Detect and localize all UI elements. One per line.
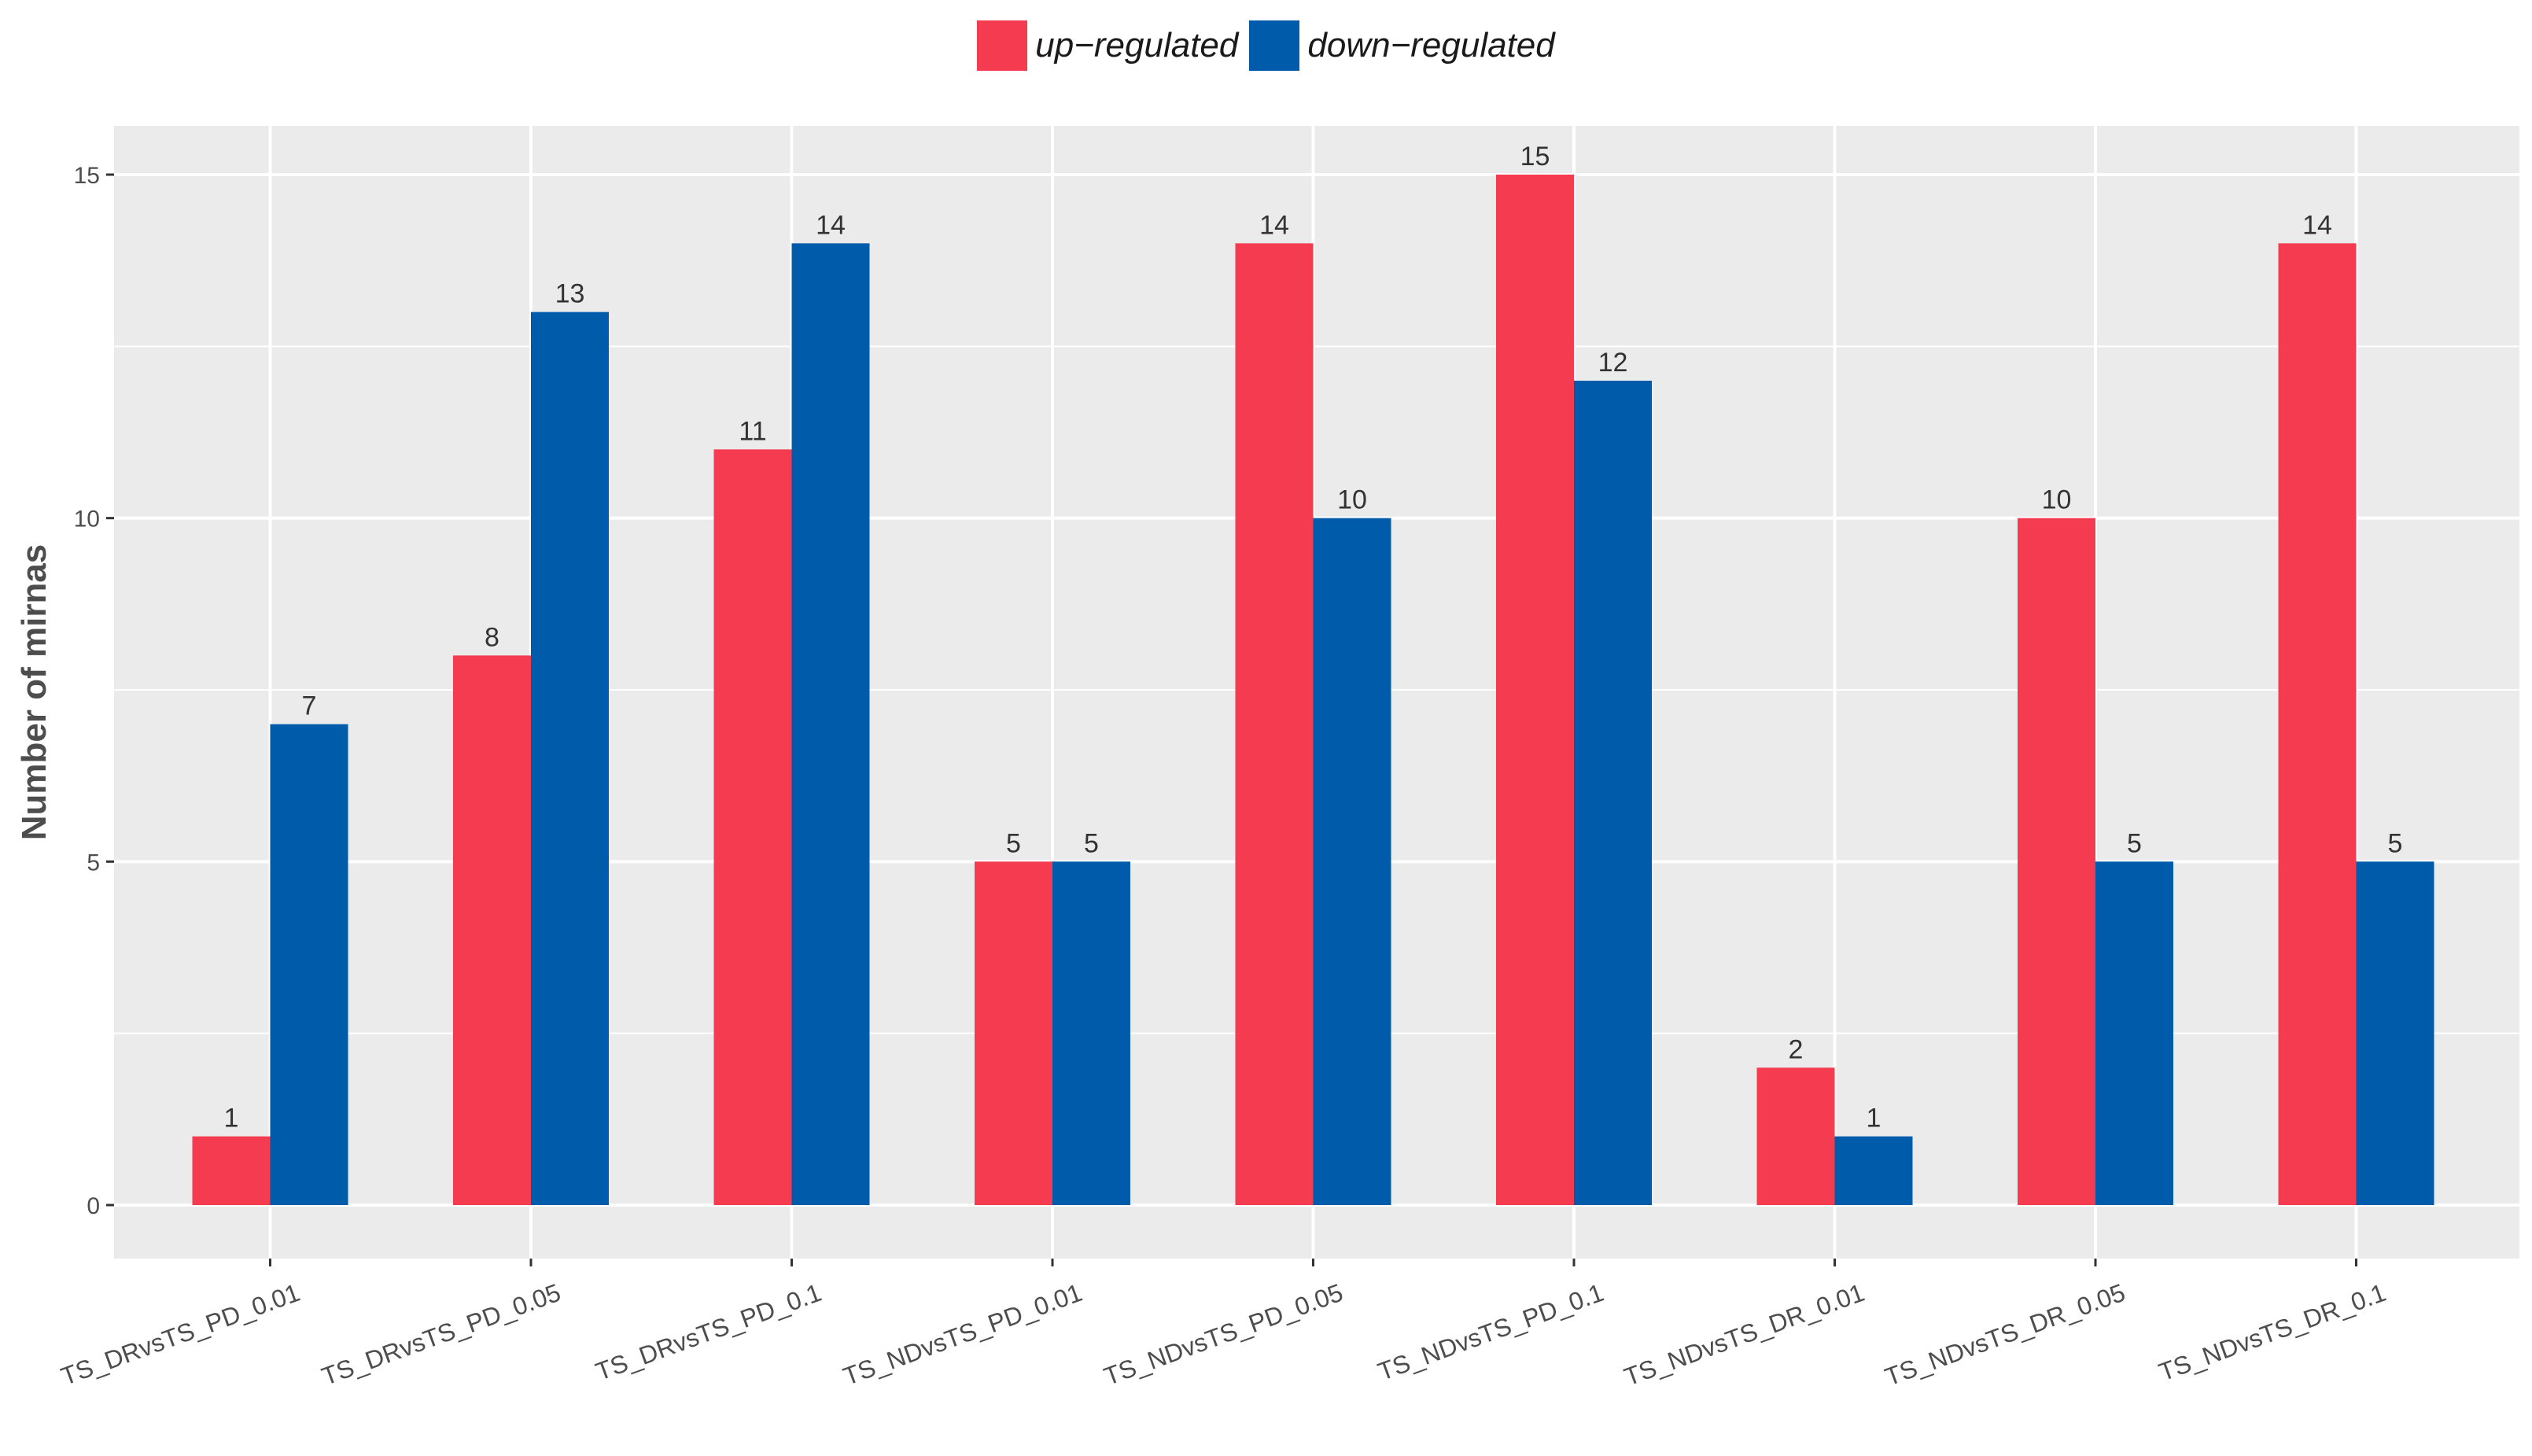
- bar-labels: 1 7 8 13 11 14 5 5 14 10 15 12 2 1 10 5 14 5: [224, 142, 2403, 1133]
- bar-label-down-regulated-ts-drvsts-pd-0-01: 7: [302, 691, 317, 721]
- x-tick-label-ts-ndvsts-pd-0-01: TS_NDvsTS_PD_0.01: [839, 1278, 1085, 1391]
- legend-label-down-regulated: down−regulated: [1307, 26, 1555, 65]
- bar-up-regulated-ts-drvsts-pd-0-01: [192, 1136, 271, 1205]
- x-axis: TS_DRvsTS_PD_0.01 TS_DRvsTS_PD_0.05 TS_DRv…: [57, 1259, 2390, 1391]
- x-tick-label-ts-ndvsts-dr-0-05: TS_NDvsTS_DR_0.05: [1881, 1278, 2129, 1391]
- bar-up-regulated-ts-ndvsts-dr-0-01: [1756, 1067, 1835, 1205]
- bar-label-down-regulated-ts-drvsts-pd-0-1: 14: [816, 210, 846, 240]
- bar-up-regulated-ts-ndvsts-pd-0-1: [1496, 175, 1574, 1205]
- bar-label-down-regulated-ts-ndvsts-dr-0-05: 5: [2127, 828, 2142, 858]
- bar-down-regulated-ts-ndvsts-pd-0-05: [1313, 518, 1391, 1205]
- y-tick-label: 15: [74, 163, 100, 189]
- bar-down-regulated-ts-ndvsts-dr-0-01: [1834, 1136, 1913, 1205]
- bar-label-down-regulated-ts-drvsts-pd-0-05: 13: [555, 279, 585, 309]
- y-axis-title: Number of mirnas: [15, 544, 53, 841]
- bar-label-up-regulated-ts-ndvsts-dr-0-01: 2: [1789, 1034, 1804, 1064]
- bar-label-up-regulated-ts-ndvsts-pd-0-05: 14: [1259, 210, 1289, 240]
- x-tick-label-ts-ndvsts-dr-0-01: TS_NDvsTS_DR_0.01: [1620, 1278, 1868, 1391]
- legend: up−regulated down−regulated: [0, 14, 2532, 77]
- x-tick-label-ts-drvsts-pd-0-1: TS_DRvsTS_PD_0.1: [592, 1278, 824, 1386]
- bar-up-regulated-ts-ndvsts-dr-0-05: [2018, 518, 2095, 1205]
- bar-label-up-regulated-ts-drvsts-pd-0-05: 8: [485, 622, 499, 652]
- bar-label-up-regulated-ts-ndvsts-pd-0-01: 5: [1006, 828, 1021, 858]
- y-axis: 0 5 10 15: [74, 163, 114, 1219]
- x-tick-label-ts-drvsts-pd-0-05: TS_DRvsTS_PD_0.05: [318, 1278, 564, 1391]
- bar-up-regulated-ts-ndvsts-pd-0-05: [1235, 243, 1314, 1205]
- bar-label-down-regulated-ts-ndvsts-dr-0-1: 5: [2388, 828, 2403, 858]
- bar-up-regulated-ts-ndvsts-dr-0-1: [2278, 243, 2357, 1205]
- bar-label-up-regulated-ts-drvsts-pd-0-01: 1: [224, 1104, 239, 1133]
- bar-down-regulated-ts-ndvsts-pd-0-1: [1574, 381, 1652, 1205]
- y-tick-label: 0: [87, 1193, 100, 1219]
- bar-label-up-regulated-ts-ndvsts-pd-0-1: 15: [1520, 142, 1550, 171]
- bar-label-down-regulated-ts-ndvsts-pd-0-05: 10: [1337, 485, 1367, 515]
- legend-label-up-regulated: up−regulated: [1035, 26, 1239, 65]
- legend-item-down-regulated: down−regulated: [1249, 20, 1555, 71]
- bar-label-up-regulated-ts-ndvsts-dr-0-1: 14: [2302, 210, 2332, 240]
- y-tick-label: 10: [74, 507, 100, 533]
- bars: [192, 175, 2434, 1205]
- x-tick-label-ts-drvsts-pd-0-01: TS_DRvsTS_PD_0.01: [57, 1278, 304, 1391]
- bar-down-regulated-ts-ndvsts-dr-0-1: [2356, 861, 2434, 1205]
- bar-up-regulated-ts-ndvsts-pd-0-01: [975, 861, 1052, 1205]
- bar-label-up-regulated-ts-drvsts-pd-0-1: 11: [739, 416, 766, 446]
- bar-label-down-regulated-ts-ndvsts-dr-0-01: 1: [1867, 1104, 1881, 1133]
- y-tick-label: 5: [87, 850, 100, 875]
- bar-down-regulated-ts-drvsts-pd-0-01: [270, 724, 348, 1205]
- legend-item-up-regulated: up−regulated: [977, 20, 1238, 71]
- bar-label-down-regulated-ts-ndvsts-pd-0-01: 5: [1084, 828, 1099, 858]
- legend-swatch-up-regulated: [977, 20, 1028, 71]
- x-tick-label-ts-ndvsts-dr-0-1: TS_NDvsTS_DR_0.1: [2155, 1278, 2390, 1387]
- bar-up-regulated-ts-drvsts-pd-0-1: [713, 449, 792, 1205]
- x-tick-label-ts-ndvsts-pd-0-05: TS_NDvsTS_PD_0.05: [1100, 1278, 1347, 1391]
- x-tick-label-ts-ndvsts-pd-0-1: TS_NDvsTS_PD_0.1: [1374, 1278, 1607, 1386]
- bar-label-down-regulated-ts-ndvsts-pd-0-1: 12: [1598, 348, 1628, 378]
- bar-label-up-regulated-ts-ndvsts-dr-0-05: 10: [2042, 485, 2072, 515]
- bar-down-regulated-ts-drvsts-pd-0-05: [531, 311, 609, 1205]
- legend-swatch-down-regulated: [1249, 20, 1300, 71]
- bar-down-regulated-ts-ndvsts-pd-0-01: [1052, 861, 1130, 1205]
- bar-up-regulated-ts-drvsts-pd-0-05: [453, 655, 531, 1205]
- bar-down-regulated-ts-drvsts-pd-0-1: [791, 243, 870, 1205]
- bar-down-regulated-ts-ndvsts-dr-0-05: [2095, 861, 2173, 1205]
